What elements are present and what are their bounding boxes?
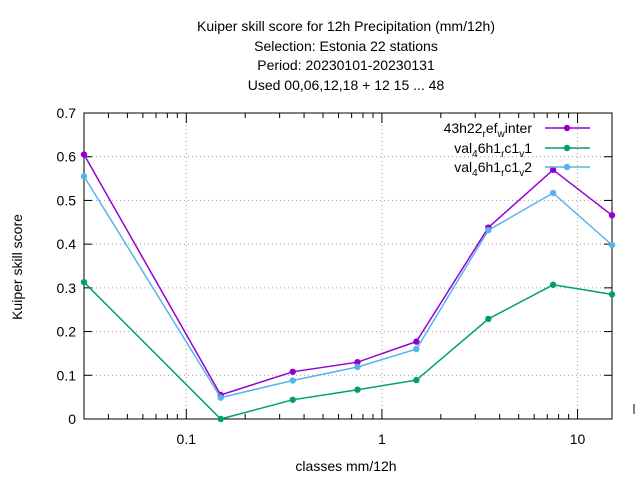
axes <box>83 112 635 420</box>
x-tick-label: 10 <box>570 431 586 447</box>
y-tick-label: 0 <box>68 411 76 427</box>
data-point <box>608 212 616 219</box>
data-point <box>289 377 296 384</box>
y-tick-label: 0.2 <box>57 324 77 340</box>
y-tick-label: 0.3 <box>57 280 77 296</box>
data-point <box>413 338 420 345</box>
data-point <box>549 281 557 288</box>
series-line <box>83 176 613 399</box>
series-3 <box>80 173 616 401</box>
y-tick-label: 0.5 <box>57 192 77 208</box>
data-point <box>217 415 224 423</box>
title-line-1: Kuiper skill score for 12h Precipitation… <box>197 18 495 34</box>
legend-label: val46h1rc1v1 <box>454 140 532 160</box>
y-axis-label: Kuiper skill score <box>9 214 25 320</box>
y-tick-label: 0.4 <box>57 236 77 252</box>
x-axis-label: classes mm/12h <box>295 458 396 474</box>
y-tick-label: 0.7 <box>57 105 77 121</box>
data-point <box>485 315 492 323</box>
data-point <box>485 226 492 234</box>
tick-labels: 0 0.1 0.2 0.3 0.4 0.5 0.6 0.7 0.1 1 10 <box>57 105 586 447</box>
legend-swatch-marker <box>563 163 571 171</box>
data-point <box>413 345 420 353</box>
legend-label: val46h1rc1v2 <box>454 159 532 179</box>
legend-swatch-marker <box>563 124 571 132</box>
data-point <box>413 376 420 384</box>
series-1 <box>80 151 616 399</box>
chart-title: Kuiper skill score for 12h Precipitation… <box>197 18 495 93</box>
data-point <box>354 358 361 366</box>
data-point <box>289 396 296 403</box>
series-line <box>83 154 613 396</box>
title-line-3: Period: 20230101-20230131 <box>257 57 435 73</box>
grid-lines <box>84 113 612 419</box>
legend-label: 43h22refwinter <box>444 120 533 140</box>
data-point <box>608 291 616 298</box>
plot-frame <box>83 112 613 420</box>
title-line-4: Used 00,06,12,18 + 12 15 ... 48 <box>248 77 445 93</box>
series-line <box>83 281 613 420</box>
y-tick-label: 0.6 <box>57 149 77 165</box>
data-point <box>80 173 88 180</box>
data-point <box>608 241 616 249</box>
data-point <box>289 368 296 375</box>
data-point <box>549 189 557 197</box>
data-point <box>80 278 88 286</box>
title-line-2: Selection: Estonia 22 stations <box>254 38 438 54</box>
data-point <box>354 363 361 371</box>
data-point <box>549 166 557 174</box>
data-point <box>80 151 88 158</box>
series-lines <box>80 151 616 423</box>
data-point <box>354 386 361 393</box>
x-tick-label: 0.1 <box>177 431 197 447</box>
legend-swatch-marker <box>563 144 571 152</box>
x-tick-label: 1 <box>378 431 386 447</box>
data-point <box>217 394 224 401</box>
series-2 <box>80 278 616 423</box>
y-tick-label: 0.1 <box>57 367 77 383</box>
